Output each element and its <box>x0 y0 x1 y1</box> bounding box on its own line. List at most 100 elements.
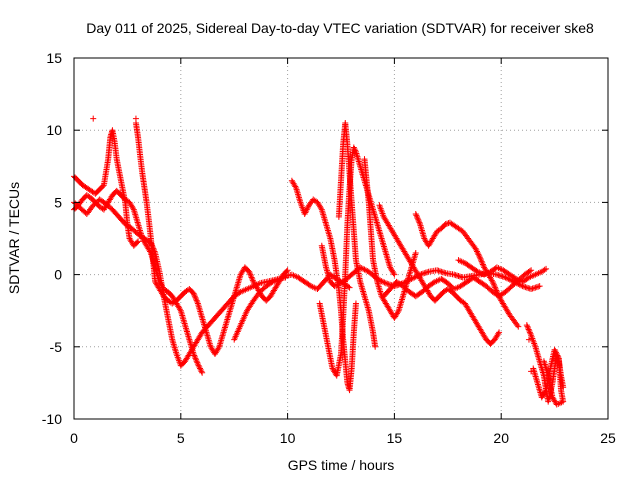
data-point-track-p <box>552 348 559 355</box>
data-point-track-l <box>474 249 481 256</box>
data-point-track-k <box>496 329 503 336</box>
data-point-track-c <box>194 299 201 306</box>
data-point-track-p <box>542 388 549 395</box>
data-point-track-i <box>505 275 512 282</box>
x-axis-label: GPS time / hours <box>288 457 395 473</box>
data-point-track-d <box>197 365 204 372</box>
data-point-track-i <box>502 274 509 281</box>
data-point-track-l <box>478 257 485 264</box>
y-tick-label: 0 <box>54 267 62 283</box>
data-point-track-h <box>372 343 379 350</box>
data-point-track-o <box>526 329 533 336</box>
data-point-track-c <box>247 273 254 280</box>
data-point-track-f <box>303 206 310 213</box>
data-point-track-i <box>333 282 340 289</box>
data-point-track-f <box>303 208 310 215</box>
y-tick-label: 10 <box>46 122 62 138</box>
data-point-track-o <box>527 330 534 337</box>
data-point-track-o <box>523 322 530 329</box>
x-tick-label: 0 <box>70 430 78 446</box>
data-point-track-l <box>473 247 480 254</box>
data-point-track-i <box>411 274 418 281</box>
data-point-track-p <box>550 395 557 402</box>
data-point-track-i <box>337 280 344 287</box>
data-point-track-g <box>391 271 398 278</box>
data-point-track-p <box>553 349 560 356</box>
data-point-track-l <box>479 260 486 267</box>
data-point-track-l <box>415 216 422 223</box>
data-point-track-o <box>525 326 532 333</box>
data-point-outliers <box>528 368 535 375</box>
data-point-track-m <box>528 267 535 274</box>
data-point-track-g <box>350 144 357 151</box>
data-point-track-i <box>380 278 387 285</box>
data-point-track-l <box>490 281 497 288</box>
data-point-outliers <box>525 336 532 343</box>
data-point-track-l <box>414 215 421 222</box>
data-point-track-g <box>352 147 359 154</box>
data-point-track-g <box>351 145 358 152</box>
data-point-track-p <box>555 353 562 360</box>
x-tick-label: 20 <box>493 430 509 446</box>
data-point-track-c <box>246 268 253 275</box>
data-point-track-l <box>491 283 498 290</box>
data-point-track-f <box>317 205 324 212</box>
data-point-track-c <box>247 271 254 278</box>
data-point-track-c <box>190 290 197 297</box>
data-point-track-l <box>473 248 480 255</box>
data-point-track-l <box>480 262 487 269</box>
data-point-track-i <box>360 265 367 272</box>
data-point-track-i <box>362 267 369 274</box>
data-point-track-d <box>191 352 198 359</box>
data-point-track-c <box>215 345 222 352</box>
data-point-track-c <box>191 293 198 300</box>
data-point-track-p <box>540 358 547 365</box>
data-point-track-k <box>495 330 502 337</box>
data-point-track-i <box>358 265 365 272</box>
data-point-track-e <box>346 284 353 291</box>
data-point-track-c <box>249 277 256 284</box>
data-point-track-d <box>193 356 200 363</box>
data-point-track-c <box>246 270 253 277</box>
data-point-track-i <box>361 266 368 273</box>
data-point-track-o <box>524 323 531 330</box>
data-point-outliers <box>90 115 97 122</box>
data-point-track-f <box>302 209 309 216</box>
y-tick-label: 15 <box>46 50 62 66</box>
data-point-track-p <box>551 346 558 353</box>
data-point-track-l <box>472 245 479 252</box>
data-point-track-j <box>412 249 419 256</box>
data-point-track-i <box>381 279 388 286</box>
data-point-track-f <box>292 183 299 190</box>
data-point-track-d <box>191 353 198 360</box>
data-point-track-l <box>492 284 499 291</box>
data-point-track-c <box>248 274 255 281</box>
data-point-track-i <box>335 280 342 287</box>
data-point-track-i <box>378 278 385 285</box>
data-point-track-c <box>249 275 256 282</box>
data-point-track-c <box>283 268 290 275</box>
data-point-outliers <box>132 115 139 122</box>
y-tick-label: 5 <box>54 194 62 210</box>
data-point-track-l <box>490 280 497 287</box>
data-point-track-n <box>543 265 550 272</box>
data-point-track-i <box>331 283 338 290</box>
data-point-track-o <box>526 327 533 334</box>
data-point-track-g <box>390 270 397 277</box>
data-point-track-l <box>488 277 495 284</box>
data-point-track-f <box>304 205 311 212</box>
axis-tick-labels: 0 5 10 15 20 25 -10 -5 0 5 10 15 <box>42 50 616 446</box>
data-point-track-i <box>334 281 341 288</box>
data-point-track-d <box>196 364 203 371</box>
data-point-track-l <box>413 212 420 219</box>
plot-frame <box>73 57 609 420</box>
data-point-track-l <box>415 218 422 225</box>
data-point-track-d <box>194 361 201 368</box>
data-point-track-f <box>352 300 359 307</box>
y-tick-label: -10 <box>42 411 62 427</box>
data-point-track-p <box>553 351 560 358</box>
data-point-track-l <box>476 254 483 261</box>
data-point-track-d <box>176 306 183 313</box>
y-axis-label: SDTVAR / TECUs <box>6 182 22 294</box>
x-tick-label: 5 <box>177 430 185 446</box>
